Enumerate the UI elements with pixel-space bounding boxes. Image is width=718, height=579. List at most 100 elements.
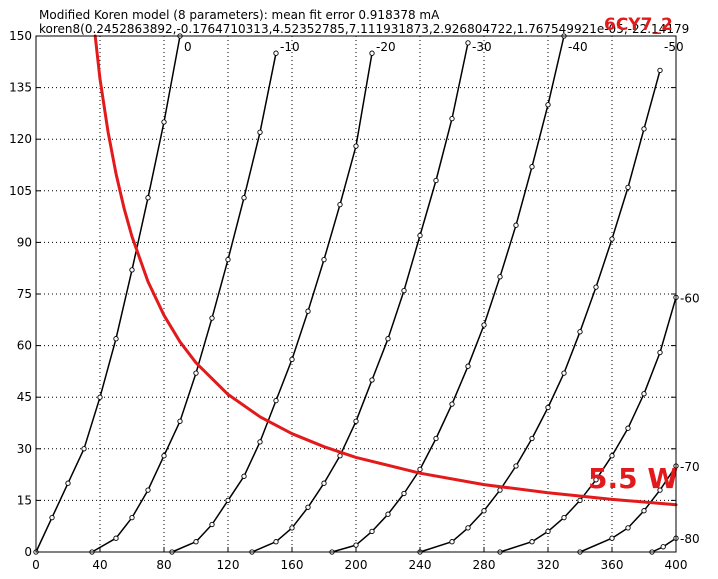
grid-curve--70 bbox=[579, 465, 677, 553]
measured-point bbox=[113, 336, 119, 342]
measured-point bbox=[417, 466, 423, 473]
measured-point bbox=[561, 514, 567, 521]
grid-voltage-label: -40 bbox=[568, 40, 588, 54]
x-tick-label: 0 bbox=[32, 558, 40, 572]
measured-point bbox=[577, 497, 583, 504]
measured-point bbox=[433, 435, 439, 442]
measured-point bbox=[657, 349, 663, 356]
measured-point bbox=[529, 539, 535, 545]
measured-point bbox=[209, 521, 215, 528]
curves: 0 -10 -20 -30 -40 -50 -60 -70 -80 5.5 W bbox=[33, 33, 700, 555]
measured-point bbox=[545, 528, 551, 535]
measured-point bbox=[321, 480, 327, 486]
measured-point bbox=[401, 490, 407, 497]
plot-frame bbox=[35, 35, 677, 553]
tube-label: 6CY7_2 bbox=[604, 15, 673, 35]
measured-point bbox=[353, 542, 359, 548]
measured-point bbox=[337, 201, 343, 208]
measured-point bbox=[161, 119, 167, 125]
measured-point bbox=[193, 539, 199, 545]
measured-point bbox=[129, 514, 135, 521]
dissipation-label: 5.5 W bbox=[588, 462, 678, 495]
y-tick-label: 90 bbox=[17, 235, 32, 249]
axes: 0 40 80 120 160 200 240 280 320 360 400 0 15 30 45 60 75… bbox=[9, 29, 687, 572]
measured-point bbox=[49, 514, 55, 521]
measured-point bbox=[529, 164, 535, 170]
chart-title: Modified Koren model (8 parameters): mea… bbox=[39, 8, 440, 22]
measured-point bbox=[97, 394, 103, 400]
measured-point bbox=[353, 143, 359, 149]
x-tick-label: 40 bbox=[92, 558, 107, 572]
measured-point bbox=[385, 511, 391, 517]
measured-point bbox=[145, 195, 151, 201]
measured-point bbox=[369, 377, 375, 383]
measured-point bbox=[513, 222, 519, 228]
y-tick-label: 60 bbox=[17, 339, 32, 353]
measured-point bbox=[273, 50, 279, 56]
y-tick-label: 120 bbox=[9, 132, 32, 146]
model-parameters: koren8(0.2452863892,-0.1764710313,4.5235… bbox=[39, 22, 689, 36]
measured-point bbox=[609, 236, 615, 242]
x-tick-label: 320 bbox=[537, 558, 560, 572]
measured-point bbox=[449, 401, 455, 407]
measured-point bbox=[465, 363, 471, 369]
grid-voltage-label: 0 bbox=[184, 40, 192, 54]
grid-voltage-label: -30 bbox=[472, 40, 492, 54]
measured-point bbox=[577, 329, 583, 335]
measured-point bbox=[561, 370, 567, 376]
measured-point bbox=[481, 322, 487, 328]
measured-point bbox=[529, 435, 535, 442]
y-tick-label: 75 bbox=[17, 287, 32, 301]
measured-point bbox=[465, 40, 471, 46]
x-tick-label: 120 bbox=[217, 558, 240, 572]
grid-curve-0 bbox=[35, 35, 181, 553]
measured-point bbox=[481, 508, 487, 514]
measured-point bbox=[513, 463, 519, 469]
measured-point bbox=[241, 473, 247, 479]
measured-point bbox=[289, 525, 295, 531]
measured-point bbox=[241, 195, 247, 201]
measured-point bbox=[625, 425, 631, 431]
dissipation-curve bbox=[93, 34, 678, 507]
grid-voltage-label: -80 bbox=[680, 532, 700, 546]
grid-voltage-label: -20 bbox=[376, 40, 396, 54]
measured-point bbox=[225, 497, 231, 504]
x-tick-label: 240 bbox=[409, 558, 432, 572]
grid-curve--30 bbox=[251, 42, 469, 553]
y-tick-label: 30 bbox=[17, 442, 32, 456]
measured-point bbox=[273, 397, 279, 404]
grid bbox=[36, 36, 676, 552]
y-tick-label: 150 bbox=[9, 29, 32, 43]
y-tick-label: 45 bbox=[17, 390, 32, 404]
grid-voltage-label: -50 bbox=[664, 40, 684, 54]
measured-point bbox=[353, 418, 359, 424]
measured-point bbox=[641, 508, 647, 514]
measured-point bbox=[609, 535, 615, 541]
measured-point bbox=[497, 274, 503, 280]
x-tick-label: 80 bbox=[156, 558, 171, 572]
measured-point bbox=[641, 391, 647, 397]
x-tick-label: 280 bbox=[473, 558, 496, 572]
measured-point bbox=[385, 336, 391, 342]
measured-point bbox=[497, 487, 503, 493]
measured-point bbox=[257, 129, 263, 135]
measured-point bbox=[545, 102, 551, 108]
x-tick-label: 400 bbox=[665, 558, 688, 572]
grid-voltage-label: -60 bbox=[680, 291, 700, 305]
measured-point bbox=[65, 480, 71, 486]
measured-point bbox=[369, 528, 375, 535]
measured-point bbox=[401, 287, 407, 294]
measured-point bbox=[433, 177, 439, 184]
measured-point bbox=[145, 487, 151, 493]
measured-point bbox=[593, 477, 599, 483]
measured-point bbox=[273, 539, 279, 545]
measured-point bbox=[609, 453, 615, 459]
measured-point bbox=[193, 370, 199, 376]
x-tick-label: 200 bbox=[345, 558, 368, 572]
measured-point bbox=[337, 453, 343, 459]
measured-point bbox=[449, 539, 455, 545]
measured-point bbox=[321, 256, 327, 263]
measured-point bbox=[641, 126, 647, 132]
